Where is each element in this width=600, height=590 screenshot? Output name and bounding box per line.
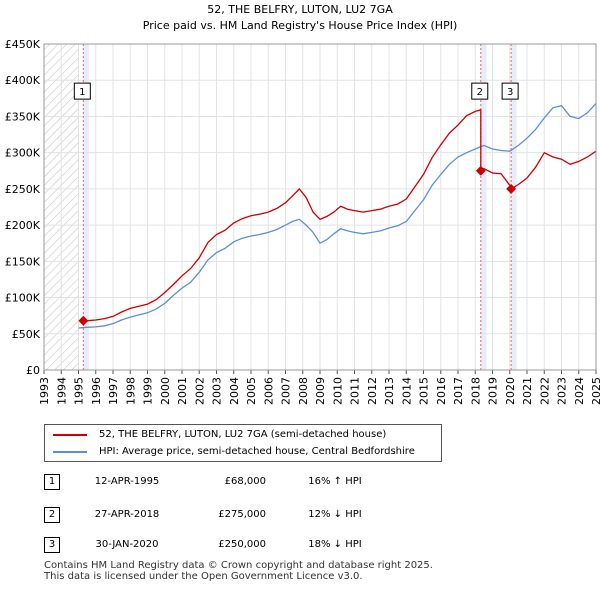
x-tick-label: 2005 — [245, 377, 258, 405]
sale-label-number: 3 — [507, 87, 513, 98]
sale-marker — [475, 165, 486, 176]
chart-subtitle: Price paid vs. HM Land Registry's House … — [143, 19, 458, 32]
hpi-line — [78, 102, 597, 329]
x-tick-label: 2002 — [193, 377, 206, 405]
x-tick-label: 1997 — [107, 377, 120, 405]
sale-row: 3 30-JAN-2020 £250,000 18% ↓ HPI — [44, 537, 444, 555]
x-tick-label: 2018 — [469, 377, 482, 405]
x-tick-label: 1993 — [38, 377, 51, 405]
x-tick-label: 2011 — [349, 377, 362, 405]
x-tick-label: 2013 — [383, 377, 396, 405]
sale-price: £275,000 — [218, 509, 266, 520]
y-tick-label: £450K — [5, 38, 41, 51]
sale-price: £250,000 — [218, 539, 266, 550]
footer-line-2: This data is licensed under the Open Gov… — [44, 571, 363, 582]
footer: Contains HM Land Registry data © Crown c… — [44, 560, 433, 582]
sale-row: 2 27-APR-2018 £275,000 12% ↓ HPI — [44, 507, 444, 525]
x-tick-label: 2019 — [487, 377, 500, 405]
x-tick-label: 2009 — [314, 377, 327, 405]
sale-date: 30-JAN-2020 — [95, 539, 159, 550]
sale-hpi-diff: 16% ↑ HPI — [308, 476, 362, 487]
legend: 52, THE BELFRY, LUTON, LU2 7GA (semi-det… — [44, 424, 442, 462]
sale-date: 12-APR-1995 — [94, 476, 160, 487]
sale-number: 1 — [44, 474, 60, 490]
x-tick-label: 2003 — [211, 377, 224, 405]
sale-row: 1 12-APR-1995 £68,000 16% ↑ HPI — [44, 474, 444, 492]
sale-label-number: 2 — [477, 87, 483, 98]
x-axis: 1993 1994 1995 1996 1997 1998 1999 2000 2001 2002… — [38, 43, 600, 405]
y-tick-label: £350K — [5, 110, 41, 123]
x-tick-label: 2025 — [590, 377, 600, 405]
legend-label-property: 52, THE BELFRY, LUTON, LU2 7GA (semi-det… — [99, 429, 387, 440]
footer-line-1: Contains HM Land Registry data © Crown c… — [44, 560, 433, 571]
sale-markers: 1 2 3 — [73, 82, 519, 326]
grid-lines — [43, 43, 597, 371]
x-tick-label: 2000 — [159, 377, 172, 405]
x-tick-label: 2006 — [262, 377, 275, 405]
sale-label-box — [73, 82, 91, 100]
y-tick-label: £50K — [12, 328, 41, 341]
x-tick-label: 2022 — [538, 377, 551, 405]
x-tick-label: 2012 — [366, 377, 379, 405]
sale-shade — [511, 44, 517, 370]
sale-label-box — [501, 82, 519, 100]
x-tick-label: 2020 — [504, 377, 517, 405]
sale-number: 3 — [44, 537, 60, 553]
legend-swatch-property — [53, 434, 87, 436]
x-tick-label: 2008 — [297, 377, 310, 405]
x-tick-label: 2023 — [556, 377, 569, 405]
plot-border — [43, 43, 597, 371]
x-tick-label: 1994 — [55, 377, 68, 405]
x-tick-label: 2024 — [573, 377, 586, 405]
sale-date: 27-APR-2018 — [94, 509, 160, 520]
sale-shading — [82, 44, 517, 370]
price-chart: 52, THE BELFRY, LUTON, LU2 7GA Price pai… — [5, 3, 600, 405]
sale-hpi-diff: 12% ↓ HPI — [308, 509, 362, 520]
x-tick-label: 1995 — [73, 377, 86, 405]
legend-label-hpi: HPI: Average price, semi-detached house,… — [99, 446, 415, 457]
sale-label-number: 1 — [79, 87, 85, 98]
x-tick-label: 2016 — [435, 377, 448, 405]
sale-marker — [506, 183, 517, 194]
sale-price: £68,000 — [224, 476, 266, 487]
x-tick-label: 1999 — [142, 377, 155, 405]
sale-label-box — [471, 82, 489, 100]
x-tick-label: 2021 — [521, 377, 534, 405]
x-tick-label: 2010 — [331, 377, 344, 405]
sale-marker — [78, 315, 89, 326]
sale-number: 2 — [44, 507, 60, 523]
x-tick-label: 2015 — [418, 377, 431, 405]
y-tick-label: £100K — [5, 292, 41, 305]
sale-shade — [83, 44, 89, 370]
chart-title: 52, THE BELFRY, LUTON, LU2 7GA — [207, 3, 393, 16]
sale-hpi-diff: 18% ↓ HPI — [308, 539, 362, 550]
legend-swatch-hpi — [53, 451, 87, 453]
x-tick-label: 2004 — [228, 377, 241, 405]
sale-shade — [480, 44, 487, 370]
x-tick-label: 2007 — [280, 377, 293, 405]
y-tick-label: £400K — [5, 74, 41, 87]
x-tick-label: 2014 — [400, 377, 413, 405]
x-tick-label: 2017 — [452, 377, 465, 405]
y-tick-label: £300K — [5, 147, 41, 160]
y-tick-label: £200K — [5, 219, 41, 232]
x-tick-label: 1998 — [124, 377, 137, 405]
x-tick-label: 1996 — [90, 377, 103, 405]
x-tick-label: 2001 — [176, 377, 189, 405]
y-tick-label: £150K — [5, 255, 41, 268]
y-tick-label: £0 — [26, 364, 40, 377]
y-tick-label: £250K — [5, 183, 41, 196]
y-axis: £0 £50K £100K £150K £200K £250K £300K £350K £400… — [5, 38, 41, 377]
